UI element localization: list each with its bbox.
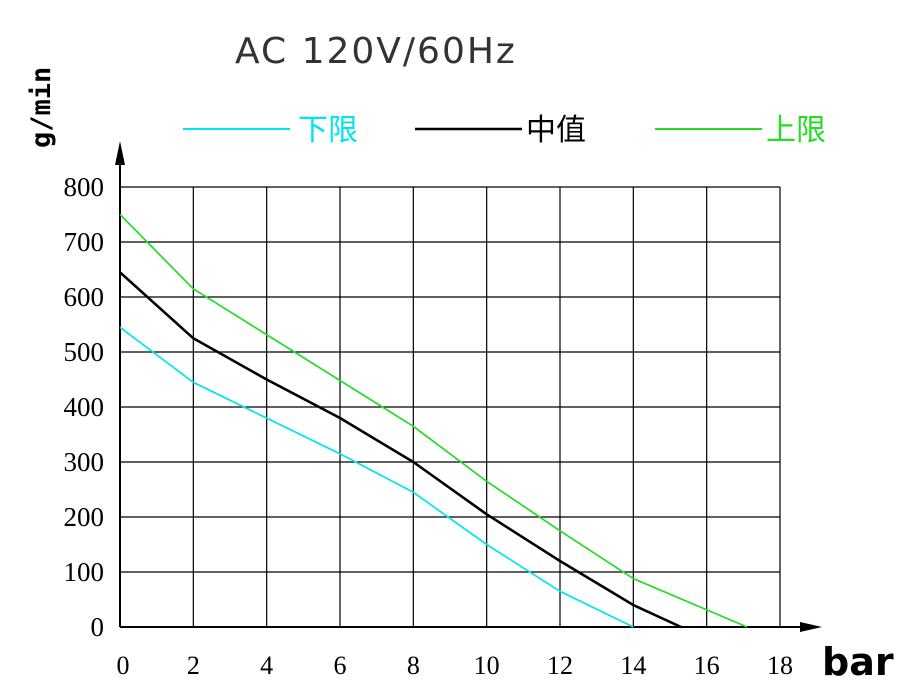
axes — [115, 141, 822, 632]
x-axis-arrow — [800, 622, 822, 632]
x-tick-label: 0 — [117, 651, 130, 680]
x-tick-label: 14 — [620, 651, 646, 680]
series-line — [119, 213, 748, 628]
series-line — [119, 326, 634, 628]
x-tick-label: 12 — [547, 651, 573, 680]
y-tick-label: 700 — [64, 227, 105, 257]
y-axis-label: g/min — [26, 67, 57, 148]
y-tick-label: 500 — [64, 337, 105, 367]
chart-title: AC 120V/60Hz — [235, 31, 517, 72]
legend-label: 中值 — [526, 113, 586, 148]
legend-label: 上限 — [766, 113, 826, 148]
series-line — [119, 271, 682, 629]
x-tick-label: 6 — [334, 651, 347, 680]
y-tick-label: 100 — [64, 557, 105, 587]
x-tick-label: 4 — [260, 651, 273, 680]
x-tick-label: 16 — [694, 651, 720, 680]
y-tick-label: 800 — [64, 172, 105, 202]
series-lines — [119, 213, 748, 629]
y-tick-label: 400 — [64, 392, 105, 422]
y-tick-label: 200 — [64, 502, 105, 532]
x-tick-label: 10 — [474, 651, 500, 680]
tick-labels: 0 100 200 300 400 500 600 700 800 0 2 4 6 8 10 12 14 16 18 — [64, 172, 794, 680]
y-tick-label: 0 — [91, 612, 105, 642]
y-tick-label: 600 — [64, 282, 105, 312]
legend: 下限 中值 上限 — [183, 113, 826, 148]
x-axis-label: bar — [822, 640, 894, 684]
x-tick-label: 2 — [187, 651, 200, 680]
grid — [120, 186, 781, 627]
legend-label: 下限 — [298, 113, 358, 148]
x-tick-label: 18 — [767, 651, 793, 680]
x-tick-label: 8 — [407, 651, 420, 680]
y-tick-label: 300 — [64, 447, 105, 477]
y-axis-arrow — [115, 141, 125, 165]
